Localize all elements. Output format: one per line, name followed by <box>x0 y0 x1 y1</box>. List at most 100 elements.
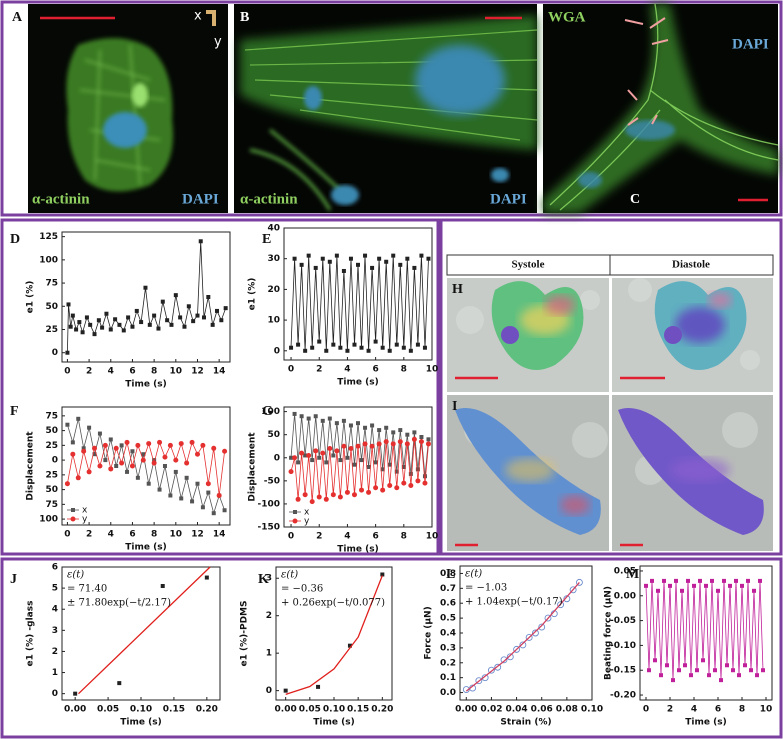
y-tick-label: 50 <box>45 426 58 436</box>
y-tick-label: 3 <box>266 574 272 584</box>
marker <box>686 578 690 583</box>
marker <box>313 448 319 454</box>
plot-frame <box>639 565 773 701</box>
panel-label: A <box>12 10 23 25</box>
x-tick-label: 10 <box>426 532 439 542</box>
x-tick-label: 8 <box>401 532 407 542</box>
marker <box>113 445 119 451</box>
x-tick-label: 2 <box>316 532 322 542</box>
marker <box>134 308 139 313</box>
marker <box>146 441 152 447</box>
marker <box>719 678 723 683</box>
marker <box>665 663 669 668</box>
marker <box>352 462 357 467</box>
marker <box>114 464 119 468</box>
marker <box>397 439 403 445</box>
legend-marker <box>71 508 75 512</box>
marker <box>152 458 157 463</box>
marker <box>415 342 420 347</box>
x-axis-label: Strain (%) <box>500 718 551 728</box>
marker <box>68 324 73 329</box>
plot-frame <box>283 227 433 361</box>
marker <box>707 673 711 678</box>
marker <box>303 453 308 458</box>
marker <box>190 499 195 504</box>
marker <box>377 428 382 433</box>
marker <box>200 505 205 510</box>
marker <box>370 423 375 428</box>
marker <box>140 457 146 463</box>
marker <box>412 430 417 435</box>
marker <box>306 452 312 458</box>
marker <box>725 663 729 668</box>
marker <box>201 315 206 320</box>
marker <box>317 339 322 344</box>
x-tick-label: 6 <box>372 532 378 542</box>
marker <box>380 487 386 493</box>
marker <box>152 313 157 318</box>
annotation: = −1.03 <box>465 583 507 594</box>
marker <box>292 256 297 261</box>
marker <box>327 416 332 421</box>
series-line <box>645 580 764 681</box>
panel-label: M <box>626 567 639 582</box>
x-tick-label: 0 <box>64 530 70 540</box>
y-tick-label: 0.0 <box>440 688 456 698</box>
x-tick-label: 10 <box>760 705 773 715</box>
marker <box>415 478 421 484</box>
marker <box>179 496 184 501</box>
marker <box>355 443 361 449</box>
marker <box>359 345 364 350</box>
stain-label: WGA <box>548 9 586 25</box>
marker <box>160 299 165 304</box>
annotation: ε(t) <box>281 570 298 581</box>
marker <box>124 439 130 445</box>
annotation: + 0.26exp(−t/0.077) <box>281 598 385 609</box>
y-tick-label: 2 <box>52 647 58 657</box>
x-tick-label: 0.15 <box>163 705 185 715</box>
marker <box>295 496 301 502</box>
marker <box>426 437 431 442</box>
marker <box>722 578 726 583</box>
panel-label: C <box>630 192 640 207</box>
y-tick-label: 5 <box>52 584 58 594</box>
marker <box>422 480 428 486</box>
series-line <box>67 418 225 515</box>
marker <box>108 437 113 442</box>
panel-label: D <box>10 232 20 247</box>
y-tick-label: 0.1 <box>440 673 456 683</box>
marker <box>162 454 168 460</box>
y-tick-label: 75 <box>45 279 58 289</box>
marker <box>422 345 427 350</box>
marker <box>716 588 720 593</box>
x-tick-label: 4 <box>108 367 114 377</box>
x-tick-label: 0.05 <box>97 705 119 715</box>
legend-marker <box>293 510 297 514</box>
marker <box>80 330 85 335</box>
x-tick-label: 0.20 <box>196 705 218 715</box>
column-header: Diastole <box>672 259 710 271</box>
y-tick-label: 75 <box>45 411 58 421</box>
marker <box>169 322 174 327</box>
marker <box>327 446 333 452</box>
x-tick-label: 4 <box>344 532 350 542</box>
legend-label: x <box>304 508 310 518</box>
x-tick-label: 0.02 <box>480 705 502 715</box>
marker <box>513 645 521 653</box>
y-tick-label: -0.20 <box>610 691 636 701</box>
x-tick-label: 10 <box>426 365 439 375</box>
image-a <box>28 4 228 213</box>
marker <box>334 448 340 454</box>
marker <box>749 668 753 673</box>
marker <box>104 311 109 316</box>
marker <box>306 416 311 421</box>
marker <box>117 681 122 686</box>
marker <box>337 494 343 500</box>
x-tick-label: 14 <box>213 367 226 377</box>
y-tick-label: -0.10 <box>610 641 636 651</box>
x-axis-label: Time (s) <box>120 718 161 728</box>
marker <box>391 253 396 258</box>
marker <box>103 458 108 463</box>
marker <box>338 345 343 350</box>
